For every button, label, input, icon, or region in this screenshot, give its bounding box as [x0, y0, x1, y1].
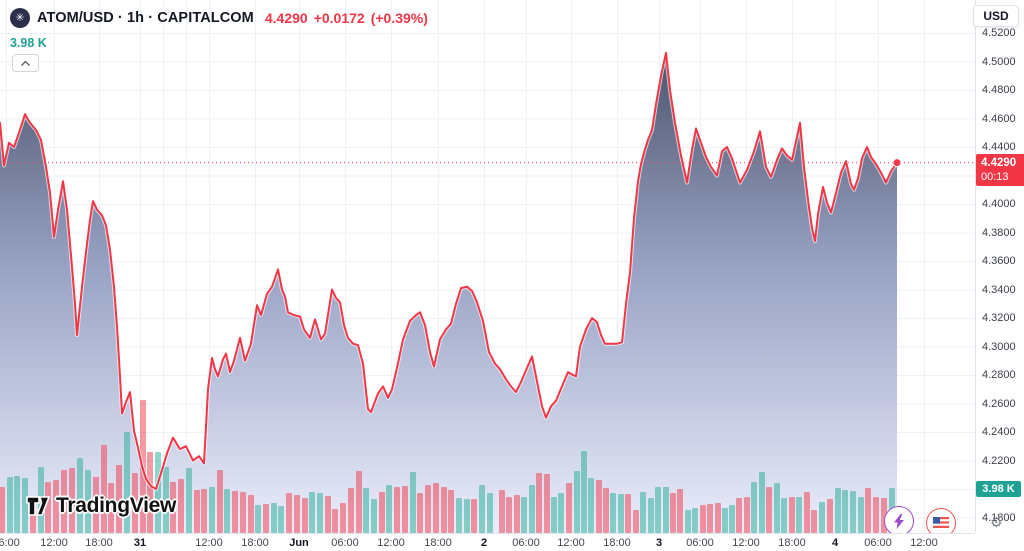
collapse-indicator-button[interactable]	[12, 54, 39, 72]
gear-icon[interactable]: ⚙	[990, 514, 1003, 530]
price-tick: 4.4000	[982, 198, 1016, 210]
last-price: 4.4290	[264, 10, 308, 26]
price-tick: 4.4800	[982, 84, 1016, 96]
us-flag-icon[interactable]	[926, 508, 956, 533]
price-tick: 4.5000	[982, 55, 1016, 68]
time-tick: 12:00	[732, 537, 760, 549]
time-tick: 12:00	[910, 537, 938, 549]
price-change-percent: (+0.39%)	[370, 10, 428, 26]
time-tick: 06:00	[686, 537, 714, 549]
tradingview-watermark[interactable]: TradingView	[26, 494, 176, 518]
time-tick: Jun	[289, 537, 309, 549]
time-tick: 18:00	[603, 537, 631, 549]
chart-pane[interactable]: ✳ ATOM/USD · 1h · CAPITALCOM 4.4290 +0.0…	[0, 0, 975, 533]
price-axis[interactable]: USD 4.52004.50004.48004.46004.44004.4200…	[973, 0, 1024, 533]
bar-countdown: 00:13	[981, 170, 1009, 183]
quote-values: 4.4290 +0.0172 (+0.39%)	[265, 10, 428, 26]
time-tick: 31	[133, 537, 147, 549]
symbol-title[interactable]: ATOM/USD · 1h · CAPITALCOM	[37, 10, 254, 26]
time-tick: 18:00	[241, 537, 269, 549]
price-tick: 4.5200	[982, 27, 1016, 39]
tradingview-watermark-label: TradingView	[56, 494, 177, 517]
time-tick: 12:00	[195, 537, 223, 549]
time-axis[interactable]: 06:00 12:00 18:00 31 12:00 18:00 Jun 06:00 12:00…	[0, 533, 975, 551]
price-tick: 4.2800	[982, 369, 1016, 381]
current-price-value: 4.4290	[981, 156, 1017, 169]
price-tick: 4.2200	[982, 454, 1016, 467]
price-tick: 4.4600	[982, 112, 1016, 125]
time-tick: 3	[655, 537, 663, 549]
price-tick: 4.3400	[982, 283, 1016, 296]
time-tick: 18:00	[778, 537, 806, 549]
price-tick: 4.4400	[982, 141, 1016, 153]
price-tick: 4.2400	[982, 426, 1016, 438]
time-tick: 12:00	[377, 537, 405, 549]
price-tick: 4.3800	[982, 226, 1016, 239]
symbol-legend: ✳ ATOM/USD · 1h · CAPITALCOM 4.4290 +0.0…	[10, 8, 428, 28]
time-tick: 06:00	[331, 537, 359, 549]
price-tick: 4.1800	[982, 511, 1016, 524]
volume-axis-badge: 3.98 K	[976, 481, 1021, 497]
chevron-up-icon	[21, 60, 30, 66]
current-price-badge: 4.4290 00:13	[976, 153, 1024, 186]
time-tick: 12:00	[40, 537, 68, 549]
flag-glyph-icon	[933, 517, 949, 529]
time-tick: 18:00	[424, 537, 452, 549]
price-change: +0.0172	[313, 10, 365, 26]
time-tick: 12:00	[557, 537, 585, 549]
time-tick: 06:00	[864, 537, 892, 549]
price-tick: 4.3600	[982, 255, 1016, 267]
time-tick: 06:00	[0, 537, 20, 549]
time-tick: 2	[480, 537, 488, 549]
price-tick: 4.3000	[982, 340, 1016, 353]
atom-logo-icon: ✳	[10, 8, 30, 28]
instant-order-lightning-icon[interactable]	[884, 506, 914, 533]
tradingview-logo-icon	[26, 496, 50, 516]
time-tick: 06:00	[512, 537, 540, 549]
volume-value: 3.98 K	[10, 36, 47, 50]
currency-unit-button[interactable]: USD	[973, 5, 1019, 27]
time-tick: 18:00	[85, 537, 113, 549]
time-tick: 4	[831, 537, 839, 549]
price-tick: 4.2600	[982, 397, 1016, 410]
lightning-bolt-icon	[894, 513, 904, 529]
price-chart[interactable]	[0, 0, 975, 533]
price-tick: 4.3200	[982, 312, 1016, 324]
